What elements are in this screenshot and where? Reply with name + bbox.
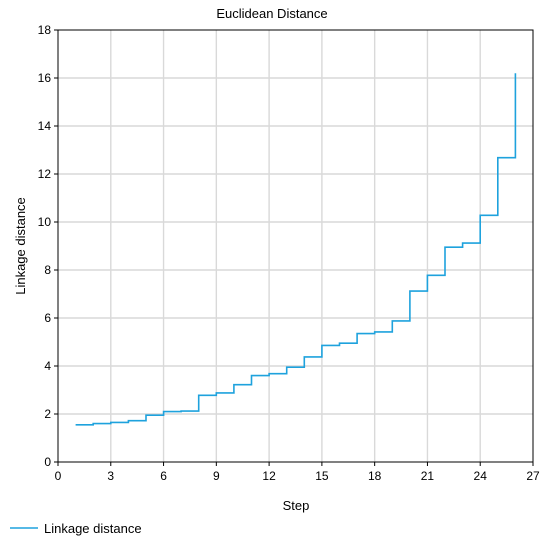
x-axis-label: Step — [283, 498, 310, 513]
x-tick-label: 9 — [213, 469, 220, 483]
series-layer — [75, 73, 517, 426]
x-tick-label: 18 — [368, 469, 382, 483]
legend-label: Linkage distance — [44, 521, 142, 536]
y-tick-label: 0 — [44, 455, 51, 469]
x-tick-label: 3 — [107, 469, 114, 483]
y-tick-label: 10 — [38, 215, 52, 229]
x-tick-label: 27 — [526, 469, 540, 483]
series-line-linkage-distance — [75, 73, 517, 426]
x-tick-label: 24 — [474, 469, 488, 483]
chart-title: Euclidean Distance — [216, 6, 327, 21]
y-tick-label: 4 — [44, 359, 51, 373]
x-tick-label: 15 — [315, 469, 329, 483]
y-tick-label: 6 — [44, 311, 51, 325]
y-tick-label: 18 — [38, 23, 52, 37]
y-tick-label: 8 — [44, 263, 51, 277]
y-tick-label: 2 — [44, 407, 51, 421]
x-tick-label: 6 — [160, 469, 167, 483]
x-tick-label: 12 — [262, 469, 276, 483]
y-axis-label: Linkage distance — [13, 197, 28, 295]
x-tick-label: 0 — [55, 469, 62, 483]
x-tick-label: 21 — [421, 469, 435, 483]
plot-frame — [57, 29, 534, 463]
y-tick-label: 12 — [38, 167, 52, 181]
y-tick-label: 14 — [38, 119, 52, 133]
grid-lines — [58, 30, 533, 462]
y-tick-label: 16 — [38, 71, 52, 85]
legend: Linkage distance — [10, 521, 142, 536]
